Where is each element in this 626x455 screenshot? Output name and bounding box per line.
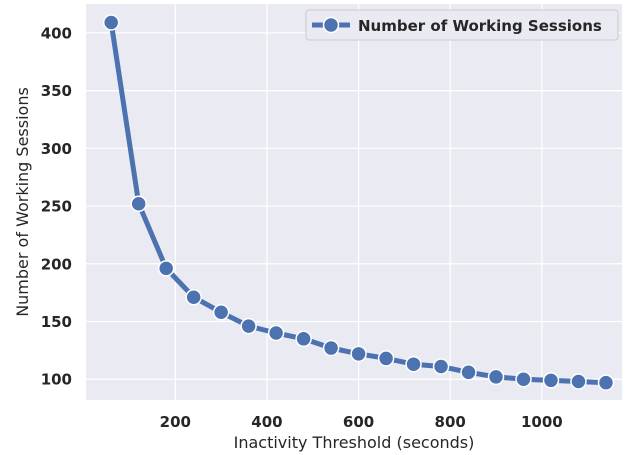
y-tick-label: 300 xyxy=(41,140,72,158)
x-tick-label: 400 xyxy=(251,413,282,431)
data-point xyxy=(350,345,367,363)
x-tick-label: 800 xyxy=(435,413,466,431)
data-point xyxy=(267,324,285,342)
data-point xyxy=(570,373,587,390)
data-point xyxy=(240,317,257,335)
data-point xyxy=(405,355,422,373)
data-point xyxy=(432,358,450,375)
x-tick-label: 200 xyxy=(160,413,191,431)
legend-marker xyxy=(322,16,340,34)
grid xyxy=(86,4,622,400)
legend-box xyxy=(305,9,619,41)
x-tick-label: 1000 xyxy=(521,413,563,431)
data-point xyxy=(542,372,560,389)
data-point xyxy=(597,374,615,391)
y-tick-label: 200 xyxy=(41,255,72,273)
y-tick-label: 350 xyxy=(41,82,72,100)
legend-label: Number of Working Sessions xyxy=(358,17,602,35)
data-point xyxy=(322,339,340,357)
data-point xyxy=(212,304,230,321)
data-point xyxy=(157,260,175,277)
x-axis-label: Inactivity Threshold (seconds) xyxy=(234,433,475,452)
data-point xyxy=(460,364,477,381)
y-axis-label: Number of Working Sessions xyxy=(13,87,32,317)
data-point xyxy=(377,350,395,367)
x-tick-label: 600 xyxy=(343,413,374,431)
series-layer xyxy=(102,14,615,391)
y-tick-label: 150 xyxy=(41,313,72,331)
y-tick-label: 250 xyxy=(41,198,72,216)
y-tick-label: 100 xyxy=(41,371,72,389)
data-point xyxy=(102,14,120,31)
data-point xyxy=(515,370,532,388)
legend: Number of Working Sessions xyxy=(305,9,619,41)
data-point xyxy=(185,288,202,306)
data-point xyxy=(130,195,147,212)
y-tick-label: 400 xyxy=(41,24,72,42)
data-point xyxy=(295,330,312,348)
data-point xyxy=(487,368,505,386)
y-tick-labels: 100 150 200 250 300 350 400 xyxy=(41,24,72,388)
x-tick-labels: 200 400 600 800 1000 xyxy=(160,413,563,431)
